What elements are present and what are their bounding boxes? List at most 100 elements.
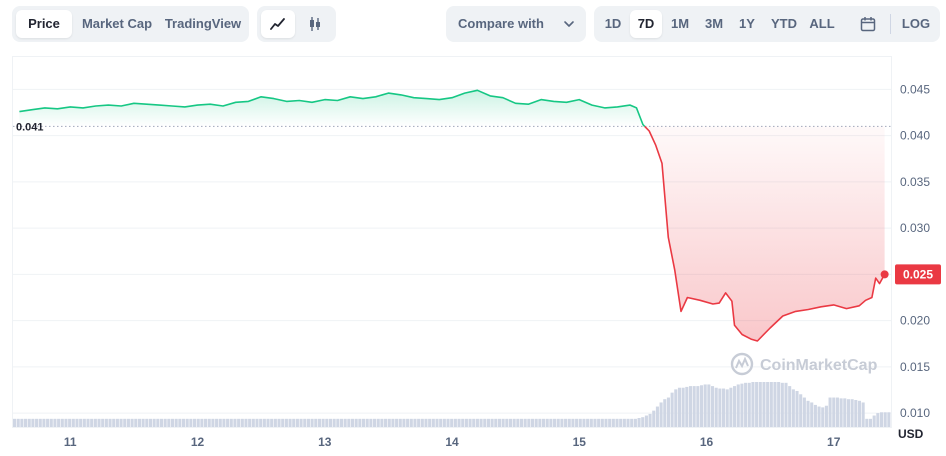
volume-bar [475, 418, 479, 427]
volume-bar [126, 418, 130, 427]
down-area [644, 126, 885, 341]
metric-tabs: Price Market Cap TradingView [12, 6, 249, 42]
tab-price[interactable]: Price [16, 10, 72, 38]
volume-bar [141, 418, 145, 427]
volume-bar [699, 385, 704, 427]
volume-bar [277, 418, 281, 427]
volume-bar [468, 418, 472, 427]
volume-bar [273, 418, 277, 427]
volume-bar [589, 418, 593, 427]
calendar-icon [860, 17, 876, 32]
volume-bar [490, 418, 494, 427]
volume-bar [519, 418, 524, 427]
volume-bar [828, 397, 832, 427]
volume-bar [266, 418, 270, 427]
volume-bar [53, 418, 57, 427]
volume-bar [218, 418, 222, 427]
volume-bar [295, 418, 299, 427]
volume-bar [710, 386, 715, 427]
volume-bar [439, 418, 443, 427]
volume-bar [622, 418, 626, 427]
volume-bar [200, 418, 204, 427]
volume-bar [688, 386, 693, 427]
volume-bar [758, 382, 762, 427]
x-tick-label: 17 [827, 435, 841, 449]
volume-bar [314, 418, 318, 427]
volume-bar [93, 418, 97, 427]
volume-bar [108, 418, 112, 427]
volume-bar [31, 418, 35, 427]
volume-bar [714, 387, 718, 427]
volume-bar [865, 418, 869, 427]
log-scale-toggle[interactable]: LOG [901, 16, 931, 31]
range-1m[interactable]: 1M [670, 16, 690, 31]
volume-bar [567, 418, 571, 427]
volume-bar [240, 418, 244, 427]
tab-market-cap[interactable]: Market Cap [81, 16, 153, 31]
volume-bar [193, 418, 197, 427]
chevron-down-icon [564, 21, 574, 27]
volume-bar [868, 418, 873, 427]
volume-bar [883, 412, 887, 427]
candlestick-chart-button[interactable] [298, 10, 332, 38]
volume-bar [68, 418, 72, 427]
volume-bar [655, 406, 659, 427]
volume-bar [446, 418, 450, 427]
volume-bar [86, 418, 90, 427]
volume-bar [751, 382, 755, 427]
volume-bar [13, 418, 17, 427]
volume-bar [670, 392, 674, 427]
volume-bar [545, 418, 549, 427]
volume-bar [64, 418, 68, 427]
volume-bar [747, 382, 751, 427]
volume-bar [49, 418, 53, 427]
date-picker-button[interactable] [854, 10, 882, 38]
volume-bar [681, 387, 685, 427]
volume-bar [696, 386, 700, 427]
volume-bar [185, 418, 189, 427]
range-all[interactable]: ALL [809, 16, 835, 31]
volume-bar [328, 418, 333, 427]
volume-bar [82, 418, 86, 427]
volume-bar [395, 418, 399, 427]
volume-bar [38, 418, 42, 427]
line-chart-button[interactable] [261, 10, 295, 38]
volume-bar [306, 418, 310, 427]
volume-bar [339, 418, 344, 427]
volume-bar [75, 418, 79, 427]
volume-bar [861, 402, 865, 427]
volume-bar [332, 418, 336, 427]
range-3m[interactable]: 3M [704, 16, 724, 31]
volume-bar [666, 397, 670, 427]
volume-bar [512, 418, 516, 427]
volume-bar [817, 406, 821, 427]
current-price-badge [895, 264, 941, 285]
volume-bar [593, 418, 597, 427]
volume-bar [248, 418, 252, 427]
volume-bar [211, 418, 215, 427]
tab-tradingview[interactable]: TradingView [164, 16, 242, 31]
range-7d[interactable]: 7D [630, 10, 662, 38]
volume-bar [707, 384, 711, 427]
volume-bar [229, 418, 233, 427]
volume-bar [163, 418, 167, 427]
range-ytd[interactable]: YTD [771, 16, 797, 31]
volume-bar [409, 418, 413, 427]
y-tick-label: 0.020 [900, 314, 930, 328]
compare-label: Compare with [458, 16, 544, 31]
volume-bar [604, 418, 608, 427]
volume-bar [115, 418, 119, 427]
volume-bar [641, 417, 645, 427]
volume-bar [508, 418, 513, 427]
volume-bar [501, 418, 505, 427]
volume-bar [832, 397, 836, 427]
volume-bar [553, 418, 557, 427]
volume-bar [259, 418, 263, 427]
range-1d[interactable]: 1D [604, 16, 622, 31]
volume-bar [79, 418, 83, 427]
volume-bar [123, 418, 127, 427]
volume-bar [795, 391, 799, 427]
y-tick-label: 0.040 [900, 129, 930, 143]
range-1y[interactable]: 1Y [739, 16, 755, 31]
compare-dropdown[interactable]: Compare with [446, 6, 586, 42]
